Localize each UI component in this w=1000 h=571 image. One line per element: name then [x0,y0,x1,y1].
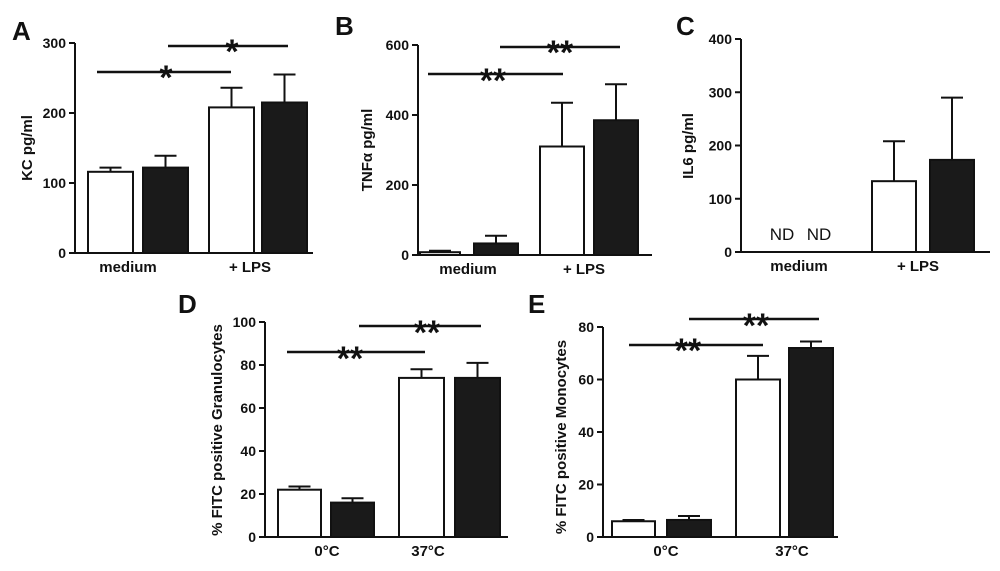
panel-letter: A [12,16,31,46]
y-tick-label: 400 [386,107,410,123]
category-label: 0°C [653,543,678,560]
y-tick-label: 300 [43,35,67,51]
bar-black-1 [261,101,308,254]
y-tick-label: 80 [240,357,256,373]
significance-stars: ** [743,307,770,345]
bar-white-1 [539,145,585,256]
nd-annotation: ND [807,225,832,244]
bar-black-1 [788,347,834,538]
y-tick-label: 20 [578,477,594,493]
category-label: + LPS [897,258,939,275]
significance-stars: ** [337,340,364,378]
bar-black-0 [142,166,189,255]
y-tick-label: 80 [578,319,594,335]
bar-white-0 [611,520,656,538]
panel-a: A 0 100 200 300 KC pg/ml medium + LPS * * [12,16,313,276]
category-label: medium [99,259,157,276]
y-axis-label: % FITC positive Granulocytes [209,324,226,536]
significance-stars: ** [414,314,441,352]
panel-letter: D [178,289,197,319]
y-tick-label: 300 [709,84,733,100]
category-label: 37°C [411,543,445,560]
bar-white-1 [398,376,445,538]
panel-b: B 0 200 400 600 TNFα pg/ml medium + LPS ** ** [335,11,652,278]
category-label: medium [439,261,497,278]
y-tick-label: 200 [709,138,733,154]
bar-white-0 [87,170,134,254]
y-tick-label: 100 [43,175,67,191]
y-tick-label: 0 [248,529,256,545]
bar-white-1 [208,106,255,255]
y-axis-label: % FITC positive Monocytes [553,340,570,534]
y-tick-label: 0 [586,529,594,545]
y-axis-label: TNFα pg/ml [359,109,376,192]
y-tick-label: 400 [709,31,733,47]
y-tick-label: 60 [578,372,594,388]
panel-letter: C [676,11,695,41]
bar-white-1 [735,378,781,538]
bar-white-0 [277,488,322,539]
y-axis-label: KC pg/ml [19,115,36,181]
y-tick-label: 40 [578,424,594,440]
category-label: + LPS [563,261,605,278]
bar-black-0 [330,501,375,539]
category-label: + LPS [229,259,271,276]
panel-d: D 0 20 40 60 80 100 % FITC positive Granulocyte… [178,289,508,560]
significance-stars: ** [480,62,507,100]
significance-stars: * [159,59,173,97]
y-tick-label: 40 [240,443,256,459]
y-tick-label: 0 [58,245,66,261]
y-tick-label: 60 [240,400,256,416]
y-tick-label: 200 [43,105,67,121]
panel-c: C 0 100 200 300 400 IL6 pg/ml medium + LPS ND ND [676,11,990,275]
bar-white-1 [871,180,917,254]
category-label: 37°C [775,543,809,560]
y-tick-label: 200 [386,177,410,193]
y-tick-label: 20 [240,486,256,502]
y-axis-label: IL6 pg/ml [680,113,697,179]
significance-stars: * [225,33,239,71]
y-tick-label: 0 [401,247,409,263]
bar-black-0 [473,242,519,256]
bar-black-1 [593,119,639,256]
category-label: 0°C [314,543,339,560]
bar-black-1 [929,158,975,253]
y-tick-label: 100 [709,191,733,207]
significance-stars: ** [547,34,574,72]
bar-white-0 [419,251,461,256]
y-tick-label: 100 [233,314,257,330]
nd-annotation: ND [770,225,795,244]
panel-letter: E [528,289,545,319]
panel-e: E 0 20 40 60 80 % FITC positive Monocytes 0°C 37… [528,289,838,560]
y-tick-label: 0 [724,244,732,260]
category-label: medium [770,258,828,275]
y-tick-label: 600 [386,37,410,53]
bar-black-1 [454,376,501,538]
significance-stars: ** [675,332,702,370]
panel-letter: B [335,11,354,41]
bar-black-0 [666,518,712,538]
